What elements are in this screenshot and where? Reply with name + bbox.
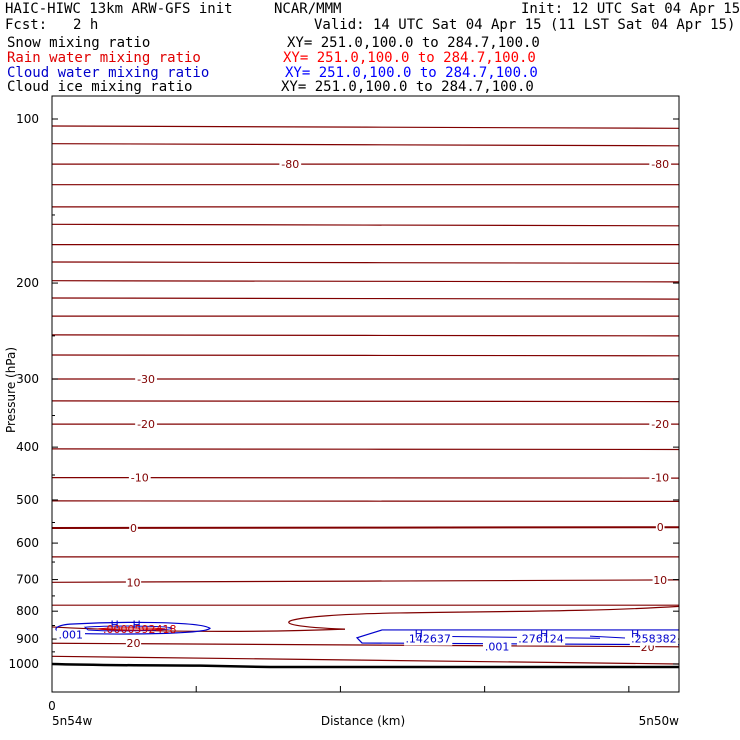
isotherm-label-bg [125, 577, 142, 590]
legend-snow-label: Snow mixing ratio [7, 35, 151, 51]
y-tick-label: 600 [16, 536, 39, 550]
cloud-water-label: .276124 [518, 633, 564, 646]
cloud-water-label: .142637 [405, 633, 451, 646]
isotherm-label: 10 [653, 574, 667, 587]
cloud-contour [589, 635, 626, 639]
org-label: NCAR/MMM [274, 1, 342, 17]
chart-title: HAIC-HIWC 13km ARW-GFS init [5, 1, 233, 17]
isotherm-label: -10 [131, 472, 149, 485]
isotherm-line [51, 143, 680, 147]
isotherm-label: -30 [137, 373, 155, 386]
isotherm-label: 0 [657, 521, 664, 534]
x-right-location-label: 5n50w [639, 714, 680, 728]
y-tick-label: 500 [16, 493, 39, 507]
maximum-marker: H [133, 619, 141, 632]
isotherm-label-bg [652, 574, 668, 587]
cloud-contour [83, 625, 173, 632]
isotherm-line [288, 605, 680, 630]
y-tick-label: 1000 [8, 657, 39, 671]
y-tick-label: 100 [16, 112, 39, 126]
ground-line [51, 662, 679, 669]
rain-contour [97, 627, 166, 631]
legend-snow-xy: XY= 251.0,100.0 to 284.7,100.0 [287, 35, 540, 51]
isotherm-label: 0 [130, 522, 137, 535]
legend-cloudwater-xy: XY= 251.0,100.0 to 284.7,100.0 [285, 65, 538, 81]
isotherm-label: -10 [651, 472, 669, 485]
y-axis-label: Pressure (hPa) [4, 347, 18, 433]
isotherm-label: -80 [651, 158, 669, 171]
y-tick-label: 800 [16, 604, 39, 618]
valid-time: Valid: 14 UTC Sat 04 Apr 15 (11 LST Sat … [314, 17, 736, 33]
isotherm-line [51, 579, 680, 583]
isotherm-line [51, 448, 680, 451]
cloud-water-label: .258382 [631, 633, 677, 646]
isotherm-label: -80 [281, 158, 299, 171]
isotherm-label-bg [655, 522, 665, 535]
isotherm-label: 10 [127, 576, 141, 589]
legend-rain-xy: XY= 251.0,100.0 to 284.7,100.0 [283, 50, 536, 66]
temperature-contours [51, 125, 680, 665]
init-time: Init: 12 UTC Sat 04 Apr 15 [521, 1, 740, 17]
isotherm-label-bg [135, 374, 157, 387]
isotherm-label-bg [129, 523, 138, 536]
forecast-value: 2 h [73, 17, 99, 33]
isotherm-label-bg [125, 638, 142, 651]
isotherm-line [51, 261, 680, 264]
ground-surface-line [51, 662, 679, 669]
isotherm-label-bg [649, 419, 672, 432]
isotherm-line [51, 354, 680, 357]
isotherm-line [51, 280, 680, 283]
forecast-label: Fcst: [5, 17, 48, 33]
isotherm-label: 20 [127, 637, 141, 650]
cloud-water-label-bg [482, 641, 512, 654]
x-axis-label: Distance (km) [321, 714, 405, 728]
y-tick-label: 300 [16, 372, 39, 386]
cloud-contour [355, 629, 680, 646]
cloud-water-label: .001 [59, 628, 84, 641]
isotherm-label-bg [649, 472, 672, 485]
isotherm-label-bg [128, 472, 151, 485]
isotherm-label: -20 [651, 418, 669, 431]
legend-rain-label: Rain water mixing ratio [7, 50, 201, 66]
plot-border [51, 95, 680, 693]
x-tick-label: 0 [48, 699, 56, 713]
isotherm-line [51, 400, 680, 403]
cloud-water-label-bg [629, 633, 679, 646]
maximum-marker: H [111, 619, 119, 632]
isotherm-label: -20 [137, 418, 155, 431]
cloud-water-label-bg [516, 633, 566, 646]
x-left-location-label: 5n54w [52, 714, 93, 728]
legend-cloudice-xy: XY= 251.0,100.0 to 284.7,100.0 [281, 79, 534, 95]
y-tick-label: 900 [16, 632, 39, 646]
isotherm-line [51, 500, 680, 502]
y-tick-label: 400 [16, 440, 39, 454]
cloud-water-label-bg [56, 629, 86, 642]
y-tick-label: 700 [16, 573, 39, 587]
cloud-water-label: .001 [485, 640, 510, 653]
isotherm-line [51, 223, 680, 227]
maximum-marker: H [415, 628, 423, 641]
isotherm-label-bg [135, 419, 157, 432]
isotherm-line [51, 334, 680, 337]
rain-water-label: .0000592418 [103, 623, 176, 636]
maximum-marker: H [631, 628, 639, 641]
rain-water-contours [97, 627, 166, 631]
y-tick-label: 200 [16, 276, 39, 290]
isotherm-line [51, 526, 680, 529]
maximum-marker: H [540, 628, 548, 641]
legend-cloudwater-label: Cloud water mixing ratio [7, 65, 210, 81]
cloud-water-label-bg [404, 633, 453, 646]
isotherm-line [51, 297, 680, 300]
isotherm-label-bg [279, 159, 302, 172]
isotherm-line [51, 125, 680, 129]
isotherm-line [51, 626, 346, 632]
isotherm-line [51, 655, 680, 665]
isotherm-label-bg [649, 159, 672, 172]
legend-cloudice-label: Cloud ice mixing ratio [7, 79, 193, 95]
